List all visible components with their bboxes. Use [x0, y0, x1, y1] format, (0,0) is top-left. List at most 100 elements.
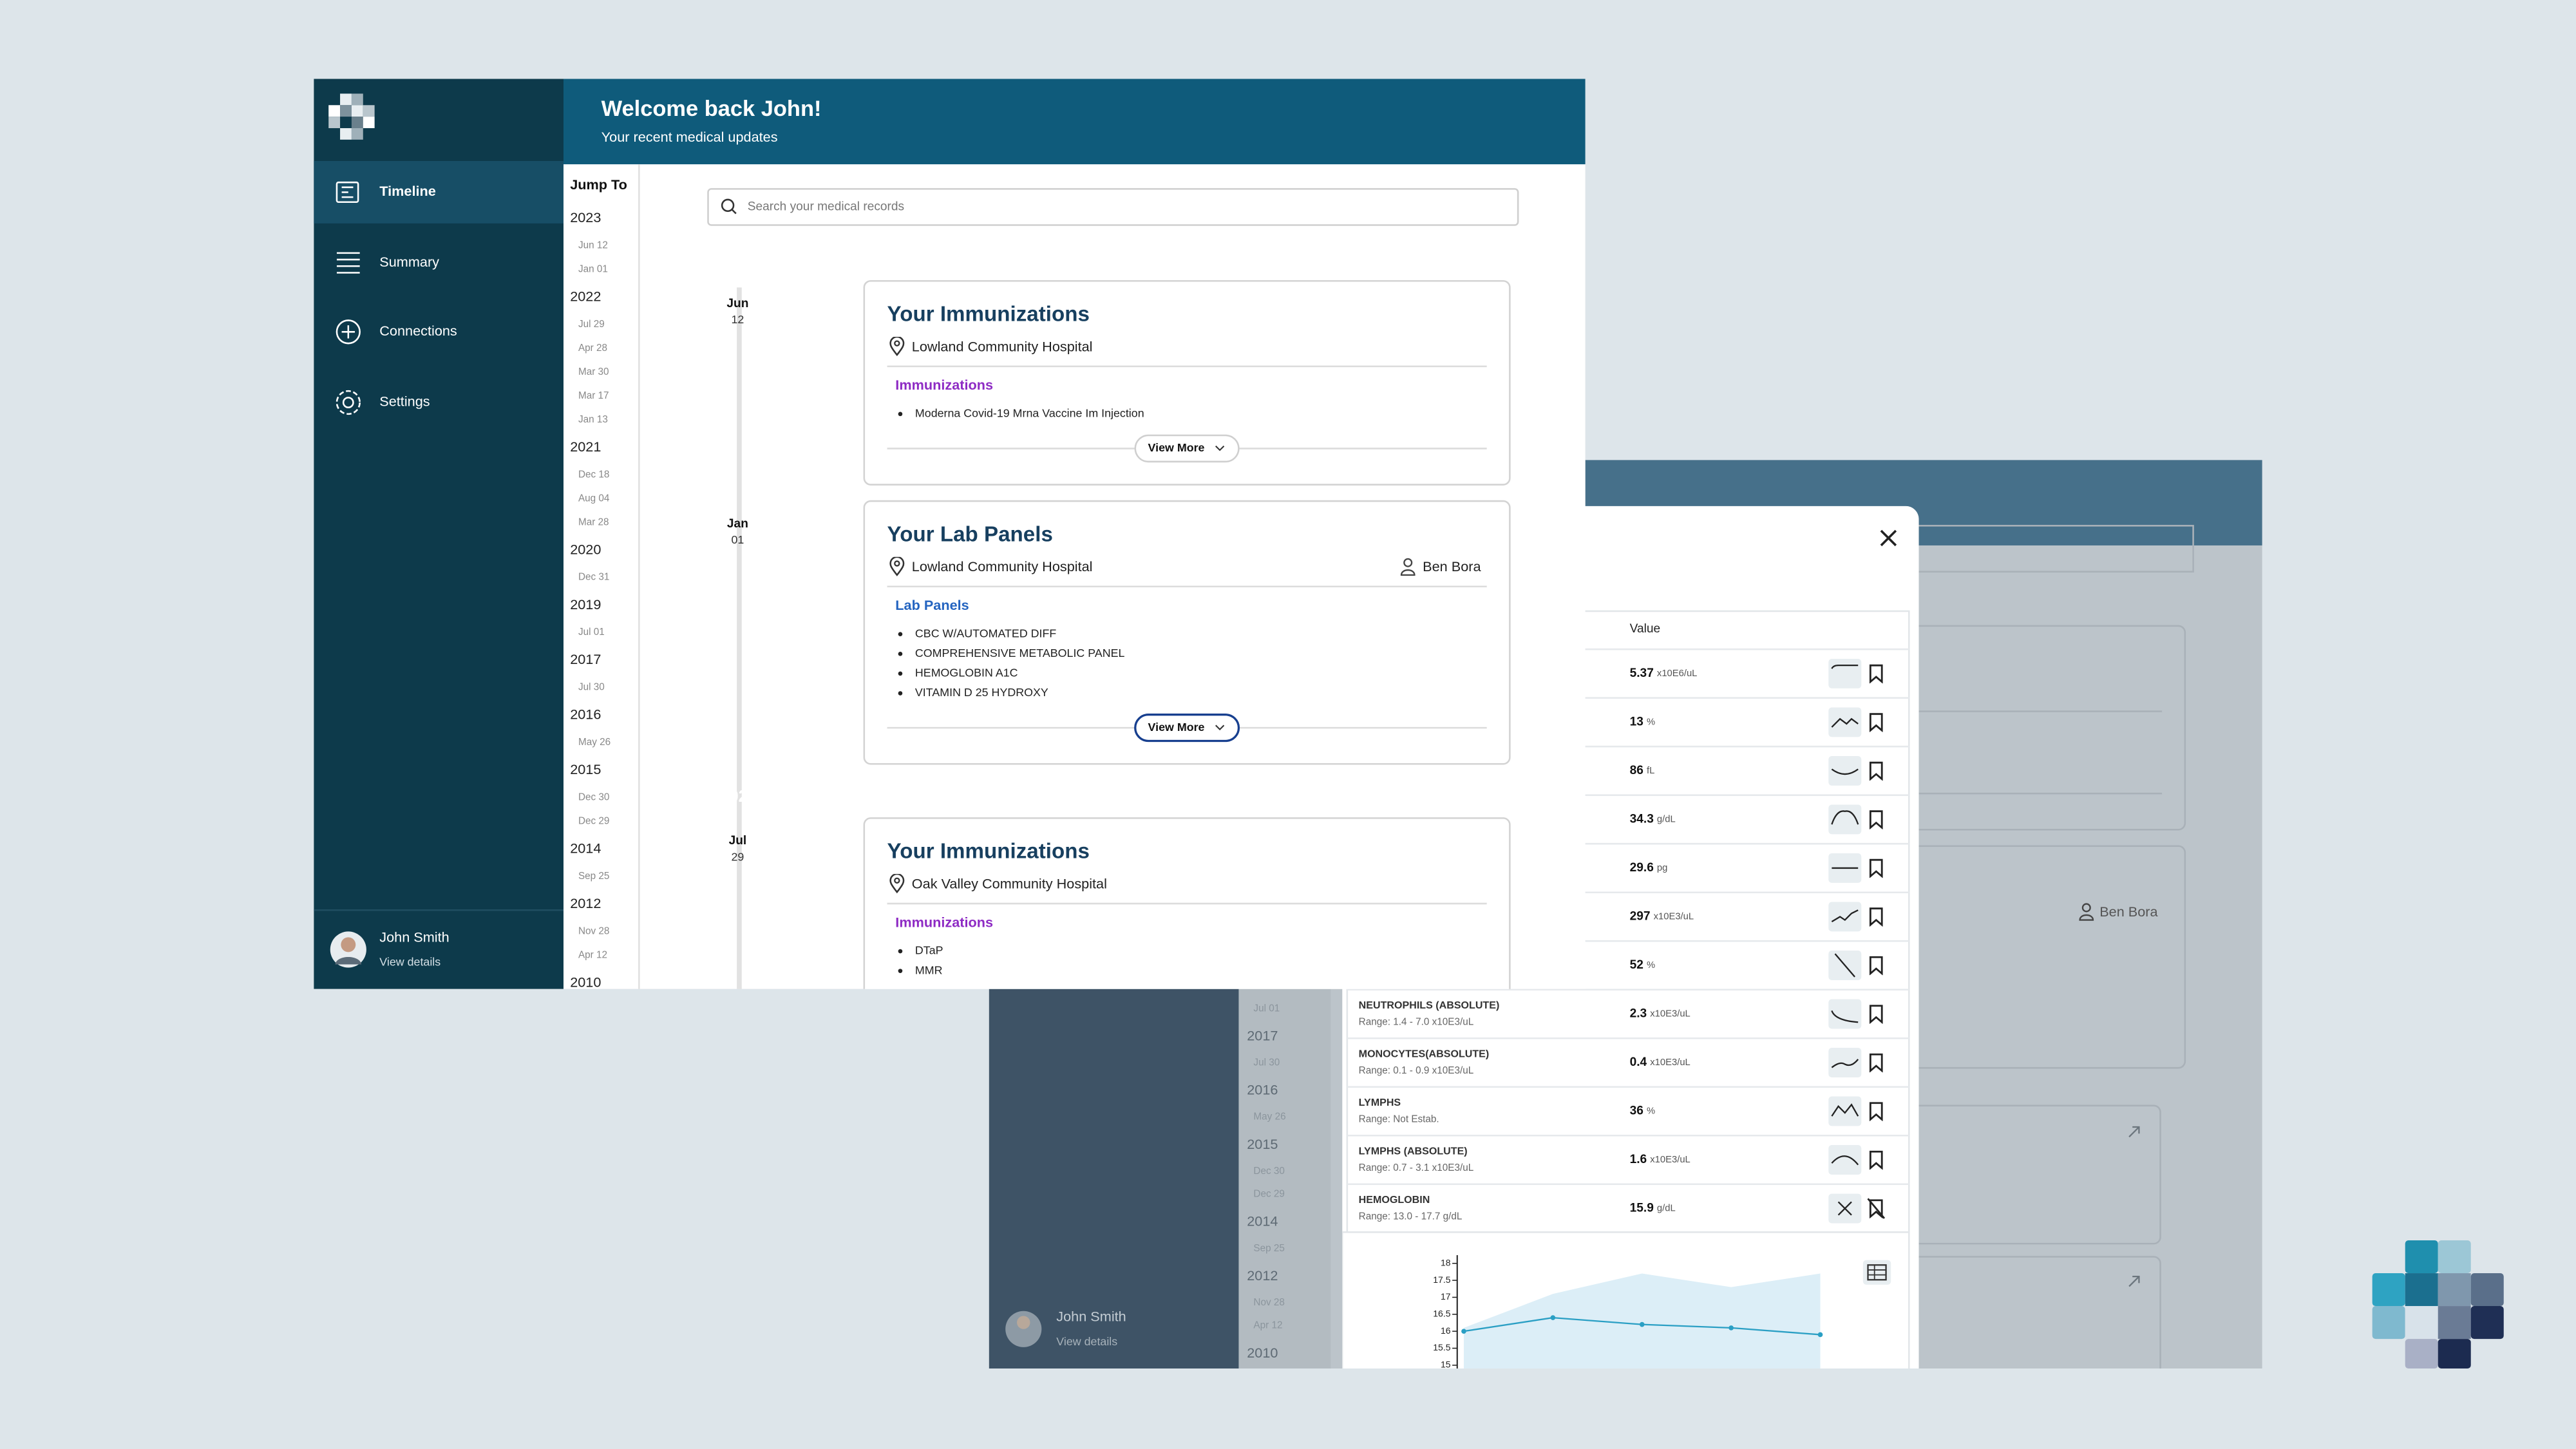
- close-button[interactable]: [1880, 529, 1897, 547]
- jump-date: May 26: [1253, 1112, 1285, 1122]
- point: [1728, 1325, 1734, 1331]
- jump-date: Jul 01: [1253, 1003, 1280, 1014]
- provider: Ben Bora: [2099, 904, 2158, 920]
- y-tick-label: 15: [1441, 1359, 1451, 1370]
- jump-year[interactable]: 2020: [570, 541, 601, 557]
- jump-date[interactable]: Jul 30: [578, 682, 605, 693]
- card-title: Your Immunizations: [887, 840, 1090, 864]
- value: 15.9: [1630, 1202, 1654, 1215]
- trend-icon: [1831, 1059, 1859, 1068]
- jump-date[interactable]: Dec 18: [578, 469, 609, 480]
- value: 5.37: [1630, 667, 1654, 680]
- card-item: MMR: [915, 963, 943, 976]
- user-link: View details: [1056, 1335, 1117, 1348]
- nav-item[interactable]: Timeline: [379, 183, 436, 199]
- jump-date[interactable]: Jan 01: [578, 263, 608, 274]
- main-window: Welcome back John! Your recent medical up…: [314, 79, 1586, 990]
- card-item: CBC W/AUTOMATED DIFF: [915, 627, 1057, 639]
- row-range: Range: 1.4 - 7.0 x10E3/uL: [1359, 1016, 1474, 1027]
- jump-date[interactable]: Jul 01: [578, 627, 605, 638]
- jump-year[interactable]: 2023: [570, 209, 601, 225]
- search-box[interactable]: [707, 188, 1519, 226]
- row-name: LYMPHS: [1359, 1097, 1401, 1108]
- value: 86: [1630, 764, 1643, 777]
- jump-date[interactable]: Dec 29: [578, 816, 609, 827]
- row-value: 13%: [1630, 715, 1656, 728]
- trend-button[interactable]: [1828, 755, 1862, 786]
- jump-year[interactable]: 2012: [570, 895, 601, 911]
- nav-item[interactable]: Connections: [379, 323, 457, 339]
- trend-icon: [1831, 1103, 1859, 1117]
- jump-date[interactable]: Mar 17: [578, 390, 609, 401]
- jump-year[interactable]: 2015: [570, 761, 601, 777]
- jump-year: 2014: [1247, 1213, 1278, 1229]
- jump-year[interactable]: 2017: [570, 651, 601, 667]
- view-more-label[interactable]: View More: [1148, 441, 1205, 454]
- row-value: 86 fL: [1630, 764, 1655, 777]
- jump-date[interactable]: Jun 12: [578, 240, 608, 251]
- jump-year: 2015: [1247, 1136, 1278, 1152]
- view-more-button[interactable]: [1134, 714, 1240, 743]
- jump-date[interactable]: Jan 13: [578, 414, 608, 425]
- row-value: 5.37 x10E6/uL: [1630, 667, 1698, 680]
- table-icon[interactable]: [1862, 1260, 1891, 1285]
- jump-year[interactable]: 2014: [570, 840, 601, 857]
- jump-date[interactable]: Nov 28: [578, 925, 609, 936]
- trend-button[interactable]: [1828, 1048, 1862, 1077]
- avatar-body: [335, 956, 362, 965]
- jump-year[interactable]: 2010: [570, 974, 601, 990]
- jump-date: Jul 30: [1253, 1057, 1280, 1068]
- trend-button[interactable]: [1828, 804, 1862, 835]
- unit: %: [1647, 717, 1655, 727]
- jump-year: 2017: [1247, 1027, 1278, 1043]
- value: 29.6: [1630, 861, 1654, 875]
- value: 0.4: [1630, 1056, 1647, 1069]
- jump-date[interactable]: Aug 04: [578, 493, 610, 504]
- row-name: LYMPHS (ABSOLUTE): [1359, 1146, 1468, 1157]
- view-more-button[interactable]: [1134, 434, 1240, 463]
- trend-icon: [1834, 953, 1855, 978]
- row-value: 0.4 x10E3/uL: [1630, 1056, 1690, 1069]
- jump-year[interactable]: 2021: [570, 439, 601, 455]
- card-item: VITAMIN D 25 HYDROXY: [915, 686, 1048, 699]
- y-tick-label: 16: [1441, 1325, 1451, 1336]
- trend-icon: [1831, 1010, 1859, 1023]
- row-name: NEUTROPHILS (ABSOLUTE): [1359, 999, 1500, 1011]
- jump-date[interactable]: Mar 28: [578, 516, 609, 527]
- search-placeholder: Search your medical records: [748, 200, 904, 213]
- jump-year[interactable]: 2019: [570, 596, 601, 612]
- jump-date[interactable]: May 26: [578, 737, 611, 748]
- card-location: Lowland Community Hospital: [912, 338, 1093, 354]
- trend-button[interactable]: [1828, 1145, 1862, 1175]
- jump-date[interactable]: Sep 25: [578, 871, 609, 882]
- jump-date[interactable]: Mar 30: [578, 366, 609, 377]
- trend-button[interactable]: [1828, 658, 1862, 688]
- trend-icon: [1831, 810, 1859, 825]
- nav-item[interactable]: Summary: [379, 254, 439, 270]
- row-value: 2.3 x10E3/uL: [1630, 1007, 1690, 1021]
- row-value: 36%: [1630, 1104, 1656, 1118]
- card-item: Moderna Covid-19 Mrna Vaccine Im Injecti…: [915, 407, 1144, 420]
- user-link[interactable]: View details: [379, 956, 440, 969]
- view-more-label[interactable]: View More: [1148, 721, 1205, 734]
- card-item: HEMOGLOBIN A1C: [915, 667, 1018, 679]
- trend-button[interactable]: [1828, 902, 1862, 932]
- unit: x10E3/uL: [1654, 911, 1694, 922]
- unit: x10E6/uL: [1657, 668, 1697, 679]
- jump-date[interactable]: Jul 29: [578, 319, 605, 330]
- jump-date[interactable]: Dec 31: [578, 572, 609, 583]
- date-month: Jul: [729, 834, 747, 848]
- trend-button[interactable]: [1828, 1096, 1862, 1126]
- value: 297: [1630, 910, 1651, 923]
- jump-year: 2012: [1247, 1267, 1278, 1283]
- jump-date[interactable]: Dec 30: [578, 792, 609, 803]
- nav-icons: [336, 181, 361, 415]
- nav-item[interactable]: Settings: [379, 393, 430, 410]
- jump-year[interactable]: 2022: [570, 288, 601, 304]
- jump-date[interactable]: Apr 28: [578, 343, 607, 354]
- jump-date[interactable]: Apr 12: [578, 949, 607, 960]
- y-tick-label: 15.5: [1433, 1342, 1450, 1352]
- y-tick-label: 17: [1441, 1291, 1451, 1302]
- card: [863, 279, 1511, 486]
- jump-year[interactable]: 2016: [570, 706, 601, 723]
